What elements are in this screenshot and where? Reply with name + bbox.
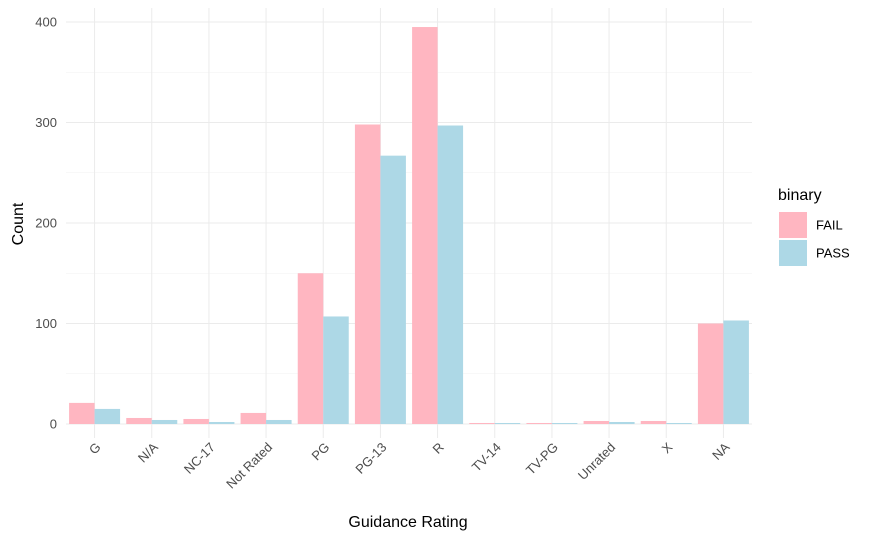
legend-title: binary xyxy=(778,187,822,204)
legend-label-pass: PASS xyxy=(816,246,850,261)
bar-pass xyxy=(266,419,292,424)
bar-fail xyxy=(69,402,95,424)
bar-pass xyxy=(551,422,578,424)
bar-pass xyxy=(723,320,749,424)
legend-key-fail xyxy=(779,212,807,238)
bar-fail xyxy=(583,420,610,424)
y-tick-label: 0 xyxy=(50,417,57,432)
legend-key-pass xyxy=(779,240,807,266)
x-tick-label: X xyxy=(659,439,676,456)
bar-pass xyxy=(666,422,692,424)
bar-fail xyxy=(640,420,667,424)
legend-label-fail: FAIL xyxy=(816,218,843,233)
bar-fail xyxy=(526,422,552,424)
y-tick-label: 400 xyxy=(35,15,57,30)
x-tick-label: Not Rated xyxy=(223,440,275,492)
x-tick-label: R xyxy=(429,440,446,457)
bar-pass xyxy=(94,408,121,424)
x-axis-ticks: G N/A NC-17 Not Rated PG PG-13 R TV-14 TV-PG Unra… xyxy=(86,439,733,491)
bars xyxy=(69,27,749,425)
bar-fail xyxy=(697,323,724,424)
x-tick-label: PG xyxy=(308,440,332,464)
x-tick-label: NC-17 xyxy=(181,440,218,477)
bar-fail xyxy=(240,412,267,424)
bar-fail xyxy=(297,273,324,424)
bar-pass xyxy=(494,422,521,424)
legend: binary FAIL PASS xyxy=(778,187,850,266)
bar-pass xyxy=(609,421,635,424)
bar-pass xyxy=(151,419,178,424)
x-tick-label: PG-13 xyxy=(352,440,389,477)
x-tick-label: TV-14 xyxy=(469,440,504,475)
bar-pass xyxy=(208,421,235,424)
x-tick-label: NA xyxy=(709,439,733,463)
y-axis-title: Count xyxy=(10,202,27,245)
bar-pass xyxy=(323,316,349,424)
y-tick-label: 200 xyxy=(35,216,57,231)
bar-fail xyxy=(183,418,209,424)
y-tick-label: 300 xyxy=(35,115,57,130)
x-tick-label: G xyxy=(86,440,104,458)
bar-pass xyxy=(437,125,464,424)
bar-fail xyxy=(469,422,495,424)
x-tick-label: Unrated xyxy=(575,440,618,483)
y-axis-ticks: 0 100 200 300 400 xyxy=(35,15,57,432)
x-tick-label: TV-PG xyxy=(523,440,561,478)
x-tick-label: N/A xyxy=(135,439,161,465)
x-axis-title: Guidance Rating xyxy=(348,514,467,531)
bar-pass xyxy=(380,155,406,425)
bar-fail xyxy=(354,124,381,424)
bar-fail xyxy=(126,417,152,424)
y-tick-label: 100 xyxy=(35,316,57,331)
bar-fail xyxy=(412,27,438,425)
grid xyxy=(66,8,752,438)
